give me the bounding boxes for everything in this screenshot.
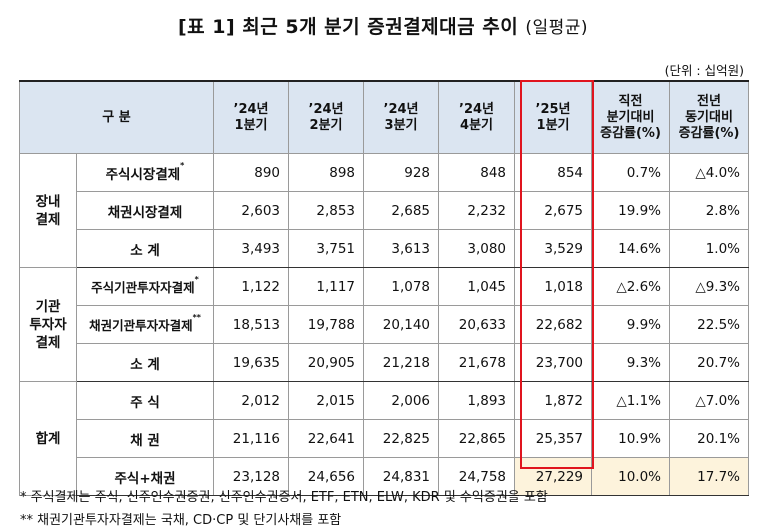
cell: 22,641 bbox=[288, 419, 365, 458]
cell: 1,018 bbox=[514, 267, 593, 306]
header-qoq: 직전 분기대비 증감률(%) bbox=[591, 80, 671, 154]
cell: 23,128 bbox=[213, 457, 290, 496]
table-row: 합계 주 식 2,012 2,015 2,006 1,893 1,872 △1.… bbox=[19, 381, 750, 496]
cell: 2,006 bbox=[363, 381, 440, 420]
cell: 3,751 bbox=[288, 229, 365, 268]
cell: 22,825 bbox=[363, 419, 440, 458]
table-row: 기관 투자자 결제 주식기관투자자결제* 1,122 1,117 1,078 1,0… bbox=[19, 267, 750, 382]
header-q5: ’25년 1분기 bbox=[514, 80, 593, 154]
cell-yoy: 2.8% bbox=[669, 191, 750, 230]
row-label: 채권기관투자자결제** bbox=[75, 305, 215, 344]
header-yoy: 전년 동기대비 증감률(%) bbox=[669, 80, 750, 154]
table-title-main: [표 1] 최근 5개 분기 증권결제대금 추이 bbox=[177, 16, 519, 38]
cell: 848 bbox=[438, 153, 516, 192]
cell-qoq: △1.1% bbox=[591, 381, 671, 420]
cell: 2,012 bbox=[213, 381, 290, 420]
cell: 2,015 bbox=[288, 381, 365, 420]
cell: 20,140 bbox=[363, 305, 440, 344]
cell: 3,080 bbox=[438, 229, 516, 268]
cell: 2,603 bbox=[213, 191, 290, 230]
cell: 1,893 bbox=[438, 381, 516, 420]
table-row: 소 계 19,635 20,905 21,218 21,678 23,700 9… bbox=[20, 343, 750, 382]
cell: 3,529 bbox=[514, 229, 593, 268]
cell: 18,513 bbox=[213, 305, 290, 344]
table-row: 채 권 21,116 22,641 22,825 22,865 25,357 1… bbox=[20, 419, 750, 458]
cell: 1,872 bbox=[514, 381, 593, 420]
group-exchange: 장내 결제 bbox=[19, 153, 77, 268]
cell: 898 bbox=[288, 153, 365, 192]
cell: 3,493 bbox=[213, 229, 290, 268]
header-q3: ’24년 3분기 bbox=[363, 80, 440, 154]
cell-qoq: △2.6% bbox=[591, 267, 671, 306]
cell-yoy: 20.7% bbox=[669, 343, 750, 382]
group-institutional: 기관 투자자 결제 bbox=[19, 267, 77, 382]
cell-qoq: 10.9% bbox=[591, 419, 671, 458]
group-total: 합계 bbox=[19, 381, 77, 496]
cell: 21,678 bbox=[438, 343, 516, 382]
cell: 21,116 bbox=[213, 419, 290, 458]
cell: 3,613 bbox=[363, 229, 440, 268]
row-label: 채권시장결제 bbox=[75, 191, 215, 230]
row-label: 주식+채권 bbox=[75, 457, 215, 496]
cell: 20,905 bbox=[288, 343, 365, 382]
table-row: 주식+채권 23,128 24,656 24,831 24,758 27,229… bbox=[20, 457, 750, 496]
cell-yoy: △4.0% bbox=[669, 153, 750, 192]
settlement-table: 구 분 ’24년 1분기 ’24년 2분기 ’24년 3분기 ’24년 4분기 ’25년… bbox=[18, 80, 750, 496]
table-row: 채권시장결제 2,603 2,853 2,685 2,232 2,675 19.… bbox=[20, 191, 750, 230]
cell: 25,357 bbox=[514, 419, 593, 458]
cell: 928 bbox=[363, 153, 440, 192]
row-label: 소 계 bbox=[75, 229, 215, 268]
cell: 1,078 bbox=[363, 267, 440, 306]
cell-yoy: △7.0% bbox=[669, 381, 750, 420]
row-label: 소 계 bbox=[75, 343, 215, 382]
cell: 2,232 bbox=[438, 191, 516, 230]
cell-yoy: 1.0% bbox=[669, 229, 750, 268]
row-label: 채 권 bbox=[75, 419, 215, 458]
row-label: 주식기관투자자결제* bbox=[75, 267, 215, 306]
cell: 22,865 bbox=[438, 419, 516, 458]
cell-qoq: 14.6% bbox=[591, 229, 671, 268]
cell: 2,853 bbox=[288, 191, 365, 230]
footnote-1: * 주식결제는 주식, 신주인수권증권, 신주인수권증서, ETF, ETN, … bbox=[20, 490, 548, 505]
cell-highlight: 27,229 bbox=[514, 457, 593, 496]
cell: 19,788 bbox=[288, 305, 365, 344]
cell: 21,218 bbox=[363, 343, 440, 382]
header-q4: ’24년 4분기 bbox=[438, 80, 516, 154]
header-category: 구 분 bbox=[18, 80, 215, 154]
cell-yoy-highlight: 17.7% bbox=[669, 457, 750, 496]
cell-qoq: 9.3% bbox=[591, 343, 671, 382]
cell: 20,633 bbox=[438, 305, 516, 344]
cell-qoq: 19.9% bbox=[591, 191, 671, 230]
cell: 1,045 bbox=[438, 267, 516, 306]
cell-yoy: 20.1% bbox=[669, 419, 750, 458]
cell: 854 bbox=[514, 153, 593, 192]
cell: 2,675 bbox=[514, 191, 593, 230]
cell-yoy: △9.3% bbox=[669, 267, 750, 306]
cell-yoy: 22.5% bbox=[669, 305, 750, 344]
footnote-2: ** 채권기관투자자결제는 국채, CD·CP 및 단기사채를 포함 bbox=[20, 513, 342, 528]
cell: 24,831 bbox=[363, 457, 440, 496]
cell: 2,685 bbox=[363, 191, 440, 230]
table-row: 채권기관투자자결제** 18,513 19,788 20,140 20,633 … bbox=[20, 305, 750, 344]
cell: 1,122 bbox=[213, 267, 290, 306]
cell-qoq-highlight: 10.0% bbox=[591, 457, 671, 496]
cell: 19,635 bbox=[213, 343, 290, 382]
cell: 1,117 bbox=[288, 267, 365, 306]
unit-label: (단위 : 십억원) bbox=[664, 63, 744, 78]
table-title-sub: (일평균) bbox=[525, 18, 589, 38]
cell: 22,682 bbox=[514, 305, 593, 344]
table-row: 장내 결제 주식시장결제* 890 898 928 848 854 0.7% △4… bbox=[19, 153, 750, 268]
table-title: [표 1] 최근 5개 분기 증권결제대금 추이 (일평균) bbox=[0, 12, 766, 39]
table-row: 소 계 3,493 3,751 3,613 3,080 3,529 14.6% … bbox=[20, 229, 750, 268]
cell-qoq: 9.9% bbox=[591, 305, 671, 344]
cell: 890 bbox=[213, 153, 290, 192]
header-q1: ’24년 1분기 bbox=[213, 80, 290, 154]
cell: 23,700 bbox=[514, 343, 593, 382]
cell-qoq: 0.7% bbox=[591, 153, 671, 192]
row-label: 주 식 bbox=[75, 381, 215, 420]
row-label: 주식시장결제* bbox=[75, 153, 215, 192]
header-q2: ’24년 2분기 bbox=[288, 80, 365, 154]
